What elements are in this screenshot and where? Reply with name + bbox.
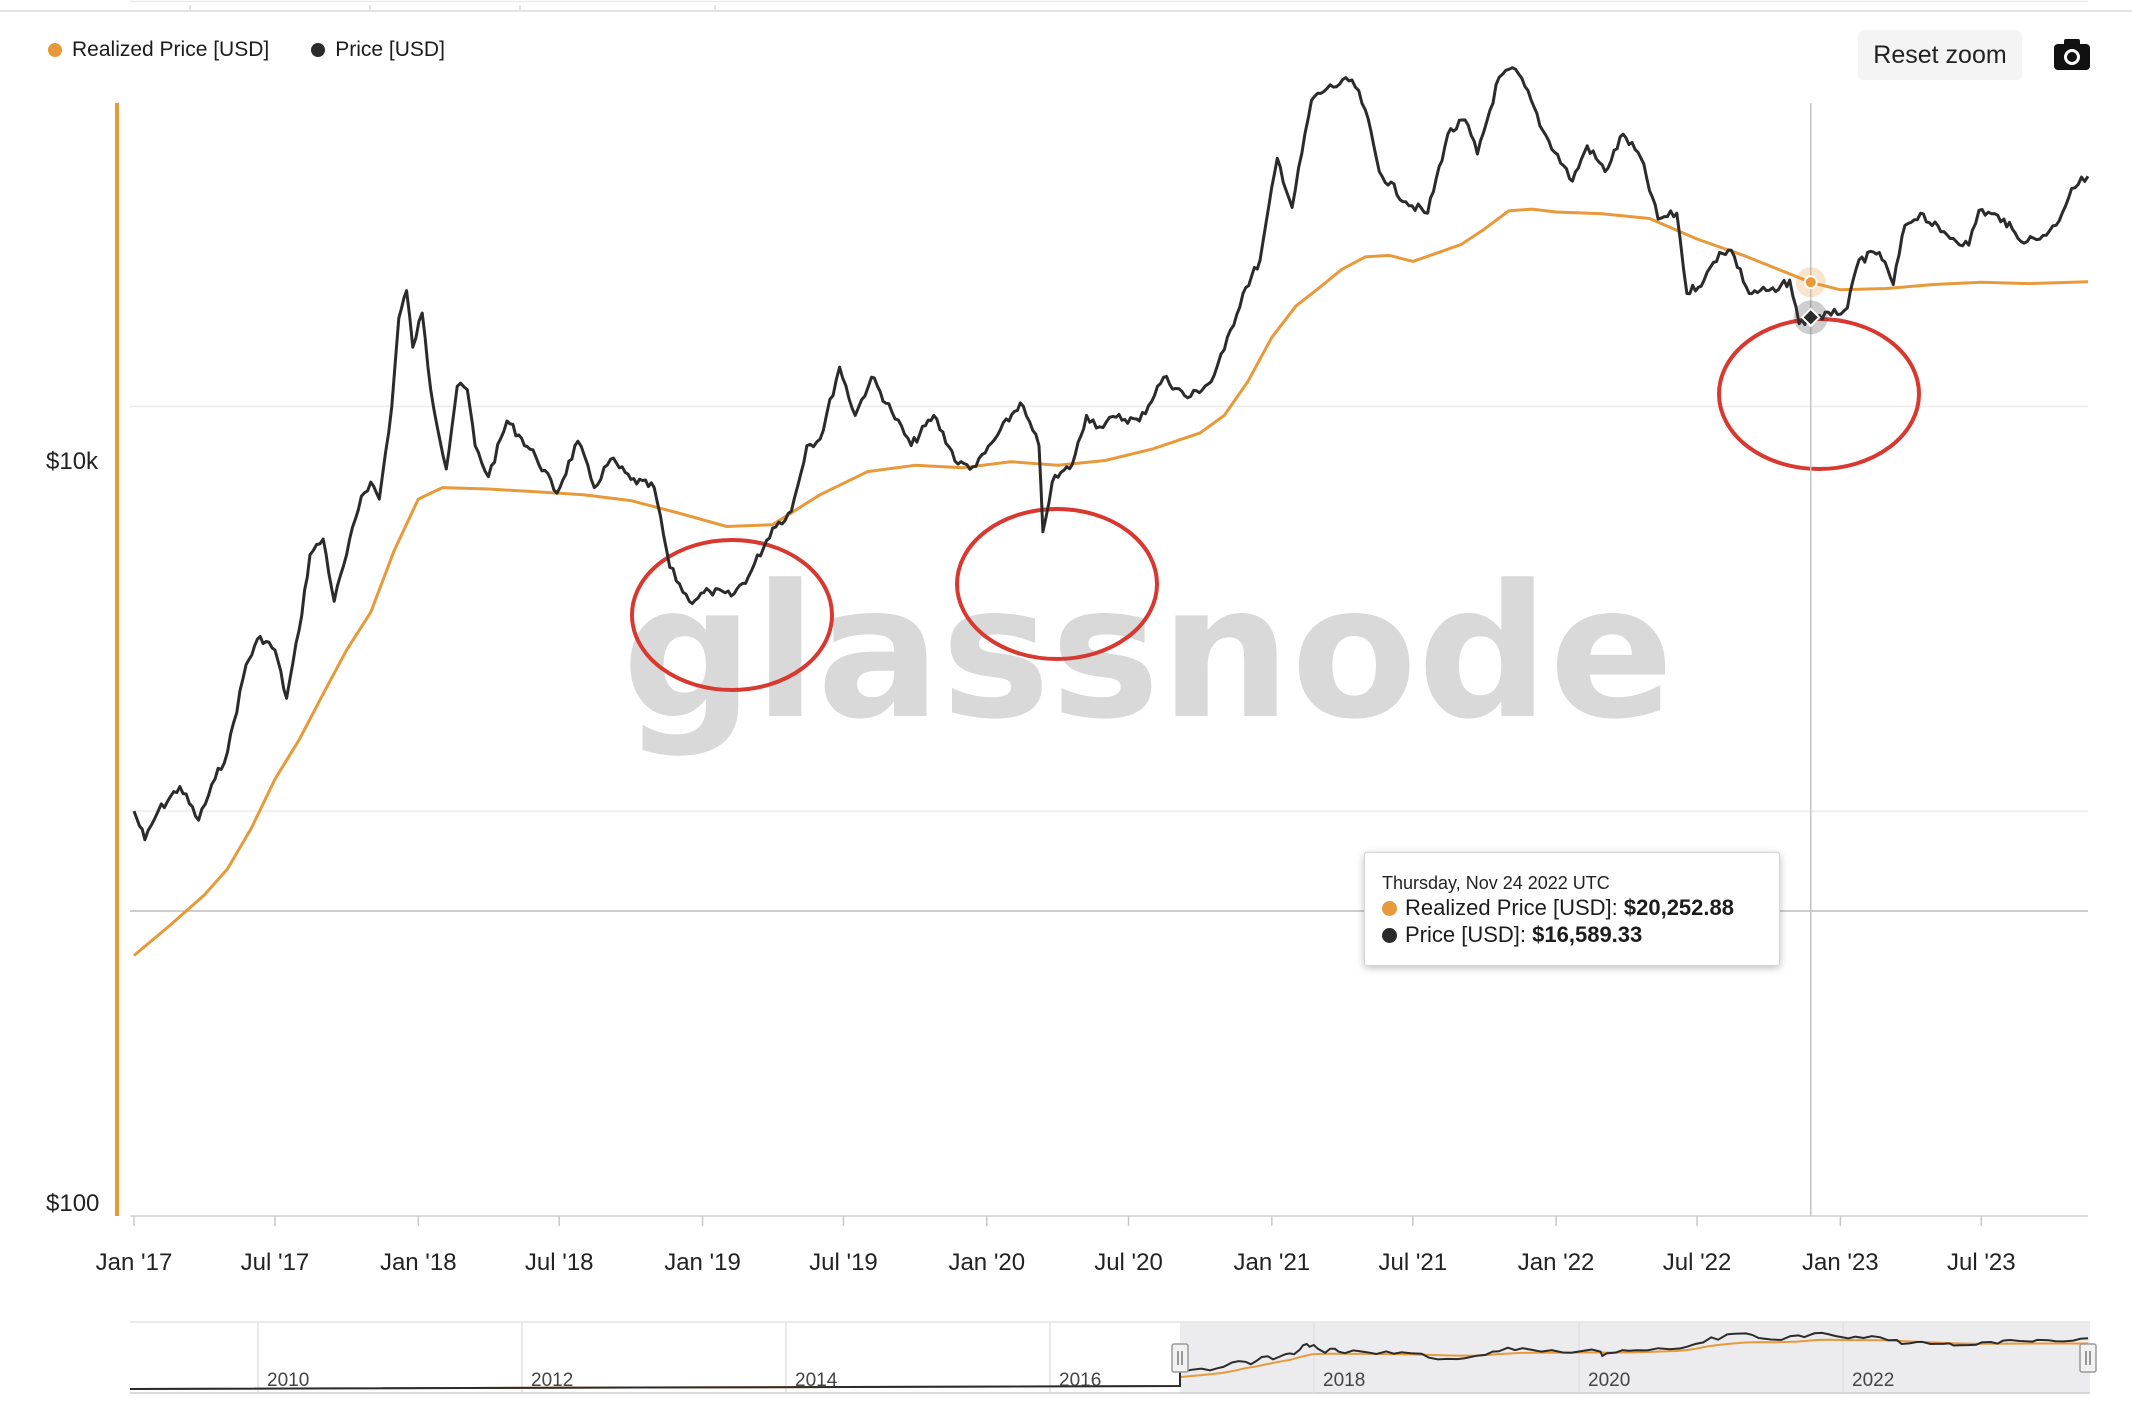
tooltip-marker-price (1382, 927, 1397, 943)
tooltip-value-price: $16,589.33 (1532, 922, 1643, 947)
tooltip-date: Thursday, Nov 24 2022 UTC (1382, 873, 1610, 893)
y-tick-label-100: $100 (46, 1190, 100, 1217)
x-tick-label: Jan '20 (948, 1249, 1025, 1276)
hover-point-price (1800, 307, 1821, 328)
top-tab-strip-lines (0, 5, 2132, 12)
navigator-series-realized-price (129, 1338, 2088, 1390)
navigator-selected-range[interactable] (1180, 1322, 2090, 1394)
x-tick-label: Jul '20 (1094, 1249, 1163, 1276)
x-tick-label: Jan '19 (664, 1249, 741, 1276)
x-tick-label: Jan '21 (1234, 1249, 1311, 1276)
x-tick-label: Jan '17 (96, 1249, 173, 1276)
series-line-price (132, 66, 2090, 842)
navigator-handle-right[interactable] (2079, 1343, 2097, 1373)
watermark: glassnode (622, 546, 1674, 760)
legend-label-price: Price [USD] (335, 38, 445, 61)
x-tick-label: Jan '22 (1518, 1249, 1595, 1276)
legend-label-realized-price: Realized Price [USD] (72, 38, 270, 61)
tooltip-label-realized-price: Realized Price [USD]: $20,252.88 (1405, 895, 1734, 920)
navigator-handle-left[interactable] (1171, 1343, 1189, 1373)
top-tab-strip (0, 0, 2132, 12)
x-tick-label: Jul '22 (1663, 1249, 1732, 1276)
navigator-tick-label: 2018 (1323, 1370, 1365, 1391)
tooltip-marker-realized-price (1382, 900, 1397, 916)
x-tick-label: Jul '23 (1947, 1249, 2016, 1276)
annotation-circle (955, 507, 1159, 661)
navigator-tick-label: 2020 (1588, 1370, 1630, 1391)
camera-icon-glyph (2054, 39, 2090, 70)
tooltip-row-price: Price [USD]: $16,589.33 (1382, 922, 1642, 948)
tooltip-row-realized-price: Realized Price [USD]: $20,252.88 (1382, 895, 1734, 921)
tooltip-label-price: Price [USD]: $16,589.33 (1405, 922, 1643, 947)
x-tick-label: Jul '18 (525, 1249, 594, 1276)
chart-legend: Realized Price [USD] Price [USD] (48, 38, 445, 62)
camera-icon[interactable] (2052, 36, 2092, 72)
annotation-circle (1717, 317, 1921, 471)
legend-marker-price (311, 43, 326, 57)
x-tick-label: Jul '21 (1378, 1249, 1447, 1276)
navigator-tick-label: 2014 (795, 1370, 838, 1391)
annotation-circle (630, 538, 834, 692)
tooltip-label-realized-price-text: Realized Price [USD] (1405, 895, 1612, 920)
navigator-tick-label: 2012 (531, 1370, 573, 1391)
tooltip-label-price-text: Price [USD] (1405, 922, 1520, 947)
tooltip: Thursday, Nov 24 2022 UTC Realized Price… (1364, 852, 1780, 966)
x-tick-label: Jan '23 (1802, 1249, 1879, 1276)
series-line-realized-price (133, 207, 2089, 957)
navigator-tick-label: 2022 (1852, 1370, 1894, 1391)
navigator-series-price (129, 1331, 2089, 1390)
navigator-tick-label: 2016 (1059, 1370, 1101, 1391)
navigator-tick-label: 2010 (267, 1370, 309, 1391)
legend-item-price[interactable]: Price [USD] (311, 38, 445, 62)
reset-zoom-button[interactable]: Reset zoom (1858, 30, 2022, 80)
y-tick-label-10k: $10k (46, 448, 99, 475)
legend-marker-realized-price (48, 43, 62, 57)
tooltip-value-realized-price: $20,252.88 (1623, 895, 1734, 920)
x-tick-label: Jan '18 (380, 1249, 457, 1276)
legend-item-realized-price[interactable]: Realized Price [USD] (48, 38, 269, 62)
x-tick-label: Jul '17 (241, 1249, 310, 1276)
x-tick-label: Jul '19 (809, 1249, 878, 1276)
hover-point-realized-price (1803, 275, 1818, 290)
